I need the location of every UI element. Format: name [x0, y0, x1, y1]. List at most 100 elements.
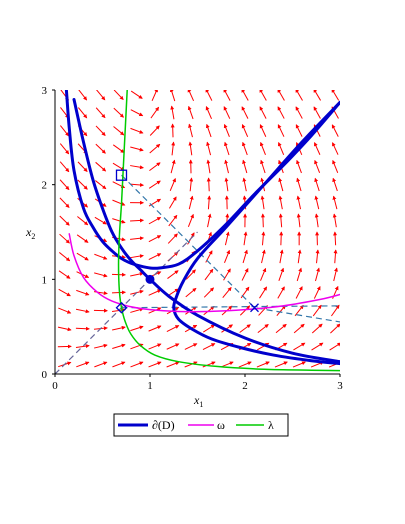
field-arrow	[315, 267, 320, 282]
series-curve-2	[117, 90, 340, 372]
field-arrow	[278, 213, 283, 228]
field-arrow	[259, 106, 267, 119]
field-arrow	[259, 141, 266, 156]
field-arrow	[95, 180, 107, 190]
field-arrow	[130, 218, 145, 223]
y-tick-label: 0	[42, 369, 48, 381]
x-axis-label: x1	[193, 393, 203, 409]
field-arrow	[313, 106, 321, 119]
field-arrow	[113, 107, 124, 118]
field-arrow	[168, 214, 178, 227]
field-arrow	[243, 231, 248, 246]
field-arrow	[261, 249, 266, 264]
field-arrow	[76, 361, 90, 368]
field-arrow	[188, 141, 193, 156]
field-arrow	[295, 124, 303, 137]
field-arrow	[188, 195, 194, 210]
field-arrow	[331, 304, 340, 317]
field-arrow	[130, 236, 144, 241]
legend-label-lambda: λ	[268, 418, 274, 432]
field-arrow	[242, 249, 248, 264]
field-arrow	[148, 361, 162, 368]
field-arrow	[130, 90, 143, 99]
field-arrow	[168, 196, 177, 209]
field-arrow	[278, 177, 284, 192]
field-arrow	[333, 231, 338, 246]
marker-open-square	[115, 169, 128, 181]
field-arrow	[189, 177, 194, 192]
series-curves	[64, 90, 340, 372]
field-arrow	[313, 90, 322, 101]
field-arrow	[241, 124, 249, 137]
field-arrow	[279, 249, 284, 264]
field-arrow	[297, 249, 302, 264]
field-arrow	[242, 159, 248, 174]
field-arrow	[112, 144, 125, 153]
field-arrow	[206, 141, 212, 156]
field-arrow	[95, 161, 107, 172]
field-arrow	[77, 179, 88, 190]
y-tick-label: 2	[42, 180, 48, 192]
field-arrow	[277, 124, 285, 137]
field-arrow	[111, 290, 126, 295]
field-arrow	[170, 159, 176, 174]
field-arrow	[239, 305, 251, 316]
field-arrow	[185, 269, 196, 280]
field-arrow	[239, 324, 251, 333]
series-curve-1	[68, 233, 340, 313]
y-tick-label: 1	[42, 274, 48, 286]
field-arrow	[188, 123, 193, 138]
field-arrow	[203, 324, 216, 333]
field-arrow	[202, 361, 216, 368]
field-arrow	[223, 90, 231, 101]
field-arrow	[259, 286, 268, 299]
field-arrow	[184, 361, 198, 368]
field-arrow	[274, 361, 288, 368]
field-arrow	[59, 215, 70, 226]
field-arrow	[205, 123, 212, 138]
field-arrow	[148, 253, 162, 260]
field-arrow	[95, 143, 106, 154]
field-arrow	[130, 307, 144, 313]
field-arrow	[59, 197, 70, 208]
field-arrow	[76, 234, 89, 243]
field-arrow	[94, 272, 108, 278]
field-arrow	[148, 180, 161, 189]
field-arrow	[95, 125, 106, 136]
field-arrow	[130, 361, 144, 368]
vector-field	[57, 90, 340, 368]
field-arrow	[207, 195, 212, 210]
field-arrow	[130, 165, 144, 170]
field-arrow	[206, 159, 211, 174]
field-arrow	[277, 141, 285, 156]
field-arrow	[332, 142, 339, 155]
dashed-line	[121, 305, 340, 309]
dashed-lines	[55, 174, 340, 374]
field-arrow	[261, 231, 266, 246]
field-arrow	[221, 324, 233, 333]
field-arrow	[333, 249, 338, 264]
field-arrow	[312, 304, 322, 317]
field-arrow	[260, 213, 265, 228]
field-arrow	[241, 268, 249, 281]
field-arrow	[112, 325, 126, 331]
field-arrow	[77, 216, 89, 226]
field-arrow	[277, 106, 285, 119]
x-tick-label: 1	[147, 380, 153, 392]
field-arrow	[184, 343, 198, 350]
field-arrow	[166, 361, 180, 368]
field-arrow	[207, 213, 212, 228]
field-arrow	[206, 177, 211, 192]
field-arrow	[113, 126, 125, 136]
marker-filled-circle	[145, 274, 155, 284]
field-arrow	[75, 344, 90, 349]
y-tick-label: 3	[42, 85, 48, 97]
field-arrow	[260, 159, 266, 174]
field-arrow	[224, 231, 230, 246]
field-arrow	[59, 179, 70, 191]
field-arrow	[76, 252, 89, 261]
field-arrow	[130, 254, 144, 259]
field-arrow	[203, 306, 215, 316]
x-tick-label: 3	[337, 380, 343, 392]
marker-open-diamond	[115, 301, 128, 314]
